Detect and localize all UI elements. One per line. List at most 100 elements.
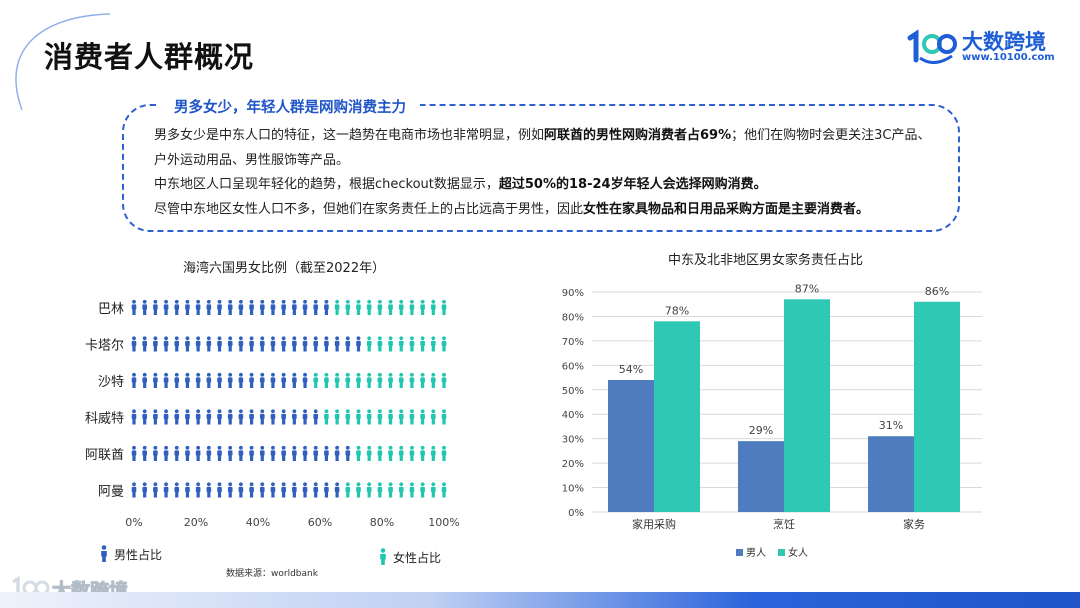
female-person-icon bbox=[313, 372, 319, 388]
page-title: 消费者人群概况 bbox=[44, 40, 255, 74]
male-person-icon bbox=[259, 372, 265, 388]
male-person-icon bbox=[153, 445, 158, 461]
female-person-icon bbox=[398, 482, 404, 498]
brand-logo: 大数跨境 www.10100.com bbox=[906, 26, 1056, 70]
male-person-icon bbox=[292, 336, 297, 352]
female-person-icon bbox=[366, 482, 372, 498]
male-person-icon bbox=[174, 299, 180, 315]
data-label: 78% bbox=[665, 304, 689, 317]
male-person-icon bbox=[313, 409, 319, 425]
female-person-icon bbox=[409, 445, 415, 461]
male-person-icon bbox=[142, 336, 147, 352]
male-person-icon bbox=[302, 445, 308, 461]
male-person-icon bbox=[249, 482, 254, 498]
male-person-icon bbox=[185, 372, 190, 388]
female-person-icon bbox=[334, 299, 340, 315]
male-person-icon bbox=[185, 482, 190, 498]
female-person-icon bbox=[420, 445, 425, 461]
callout-highlight: 阿联酋的男性网购消费者占69% bbox=[544, 128, 732, 143]
male-person-icon bbox=[281, 445, 286, 461]
male-person-icon bbox=[195, 299, 201, 315]
male-person-icon bbox=[131, 445, 137, 461]
x-tick-label: 100% bbox=[428, 516, 459, 529]
female-person-icon bbox=[324, 409, 329, 425]
male-person-icon bbox=[324, 445, 329, 461]
y-tick-label: 20% bbox=[562, 459, 584, 470]
female-person-icon bbox=[431, 372, 436, 388]
male-person-icon bbox=[185, 336, 190, 352]
male-person-icon bbox=[270, 336, 276, 352]
female-person-icon bbox=[409, 482, 415, 498]
male-person-icon bbox=[334, 482, 340, 498]
male-person-icon bbox=[292, 299, 297, 315]
male-person-icon bbox=[281, 336, 286, 352]
male-person-icon bbox=[227, 299, 233, 315]
legend-swatch bbox=[778, 549, 785, 556]
female-person-icon bbox=[366, 336, 372, 352]
male-person-icon bbox=[217, 482, 222, 498]
female-person-icon bbox=[431, 409, 436, 425]
female-person-icon bbox=[377, 409, 383, 425]
male-person-icon bbox=[227, 409, 233, 425]
bar-women bbox=[784, 299, 830, 512]
male-person-icon bbox=[313, 299, 319, 315]
male-person-icon bbox=[270, 409, 276, 425]
male-person-icon bbox=[313, 482, 319, 498]
bar-men bbox=[738, 441, 784, 512]
legend-swatch bbox=[736, 549, 743, 556]
y-tick-label: 70% bbox=[562, 337, 584, 348]
male-person-icon bbox=[313, 336, 319, 352]
male-person-icon bbox=[270, 482, 276, 498]
legend-label: 女人 bbox=[788, 546, 808, 559]
male-person-icon bbox=[174, 482, 180, 498]
male-person-icon bbox=[206, 299, 212, 315]
male-person-icon bbox=[142, 299, 147, 315]
male-person-icon bbox=[195, 445, 201, 461]
male-person-icon bbox=[281, 482, 286, 498]
male-person-icon bbox=[324, 482, 329, 498]
female-person-icon bbox=[388, 445, 393, 461]
female-person-icon bbox=[420, 299, 425, 315]
male-person-icon bbox=[131, 372, 137, 388]
female-person-icon bbox=[398, 336, 404, 352]
callout-text: 尽管中东地区女性人口不多，但她们在家务责任上的占比远高于男性，因此 bbox=[154, 201, 584, 217]
male-person-icon bbox=[142, 409, 147, 425]
callout-highlight: 超过50%的18-24岁年轻人会选择网购消费。 bbox=[498, 177, 767, 192]
y-tick-label: 60% bbox=[562, 361, 584, 372]
male-person-icon bbox=[163, 445, 169, 461]
female-person-icon bbox=[356, 445, 361, 461]
female-person-icon bbox=[388, 409, 393, 425]
pictogram-chart-title: 海湾六国男女比例（截至2022年） bbox=[183, 261, 386, 276]
category-label: 卡塔尔 bbox=[85, 339, 124, 354]
male-person-icon bbox=[217, 445, 222, 461]
male-person-icon bbox=[217, 299, 222, 315]
male-person-icon bbox=[131, 336, 137, 352]
male-person-icon bbox=[163, 299, 169, 315]
male-person-icon bbox=[249, 409, 254, 425]
male-person-icon bbox=[131, 409, 137, 425]
callout-paragraph-2: 中东地区人口呈现年轻化的趋势，根据checkout数据显示，超过50%的18-2… bbox=[154, 173, 934, 198]
data-label: 86% bbox=[925, 285, 949, 298]
female-person-icon bbox=[431, 445, 436, 461]
male-person-icon bbox=[259, 409, 265, 425]
male-person-icon bbox=[238, 336, 244, 352]
female-person-icon bbox=[377, 372, 383, 388]
female-person-icon bbox=[324, 372, 329, 388]
male-person-icon bbox=[217, 372, 222, 388]
x-tick-label: 40% bbox=[246, 516, 270, 529]
female-person-icon bbox=[388, 372, 393, 388]
female-person-icon bbox=[398, 299, 404, 315]
male-person-icon bbox=[153, 482, 158, 498]
female-person-icon bbox=[377, 482, 383, 498]
female-person-icon bbox=[345, 372, 351, 388]
household-duty-bar-chart: 0% 10% 20% 30% 40% 50% 60% 70% 80% 90% 54% 78% 家用采购 2… bbox=[562, 282, 982, 559]
male-person-icon bbox=[249, 372, 254, 388]
y-tick-label: 80% bbox=[562, 312, 584, 323]
male-person-icon bbox=[345, 336, 351, 352]
female-person-icon bbox=[441, 482, 447, 498]
female-person-icon bbox=[431, 482, 436, 498]
callout-highlight: 女性在家具物品和日用品采购方面是主要消费者。 bbox=[583, 201, 870, 217]
callout-text: 男多女少是中东人口的特征，这一趋势在电商市场也非常明显，例如 bbox=[154, 128, 545, 143]
male-person-icon bbox=[227, 336, 233, 352]
female-person-icon bbox=[420, 372, 425, 388]
